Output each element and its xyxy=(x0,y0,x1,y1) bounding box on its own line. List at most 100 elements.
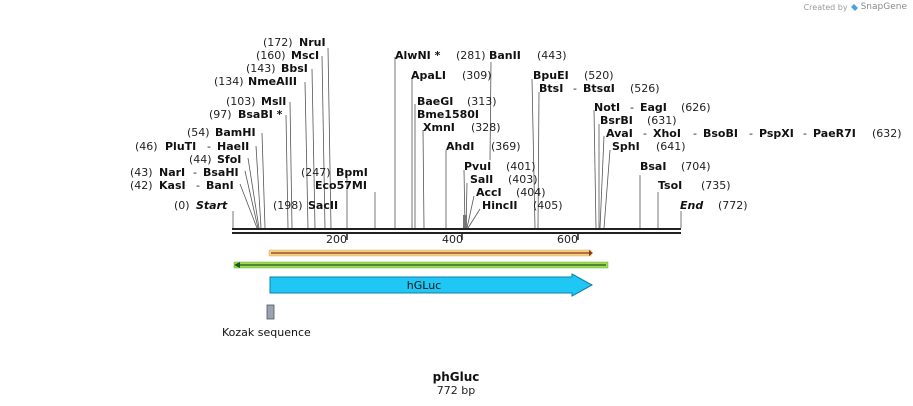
site-separator: - xyxy=(196,179,200,192)
site-name: AccI xyxy=(476,186,502,199)
snapgene-credit: Created by SnapGene xyxy=(804,2,907,12)
site-name: BanII xyxy=(489,49,521,62)
site-name: BpmI xyxy=(336,166,368,179)
right-site-labels: BpuEI (520) BtsI - BtsαI (526) NotI - Ea… xyxy=(533,69,902,212)
site-separator: - xyxy=(643,127,647,140)
site-lines xyxy=(232,47,682,229)
ruler-tick-label: 200 xyxy=(326,233,347,246)
ruler-tick-label: 600 xyxy=(557,233,578,246)
site-pos: (735) xyxy=(701,179,731,192)
site-name: BsaBI * xyxy=(238,108,283,121)
site-separator: - xyxy=(630,101,634,114)
site-pos: (404) xyxy=(516,186,546,199)
ruler: 200 400 600 xyxy=(326,233,579,246)
site-pos: (143) xyxy=(246,62,276,75)
left-site-labels: (172) NruI (160) MscI (143) BbsI (134) N… xyxy=(130,36,368,212)
site-pos: (520) xyxy=(584,69,614,82)
kozak-label: Kozak sequence xyxy=(222,326,311,339)
site-name: ApaLI xyxy=(411,69,446,82)
site-name: SacII xyxy=(308,199,338,212)
site-name-alt: EagI xyxy=(640,101,667,114)
site-name-alt: PaeR7I xyxy=(813,127,856,140)
dna-backbone xyxy=(232,215,681,234)
orange-feature-arrow xyxy=(268,249,593,257)
middle-site-labels: AlwNI * (281) BanII (443) ApaLI (309) Ba… xyxy=(395,49,567,212)
ruler-tick-label: 400 xyxy=(442,233,463,246)
site-pos: (281) xyxy=(456,49,486,62)
site-pos: (641) xyxy=(656,140,686,153)
kozak-feature: Kozak sequence xyxy=(222,304,311,339)
site-separator: - xyxy=(803,127,807,140)
site-name: NmeAIII xyxy=(248,75,297,88)
site-name: KasI xyxy=(159,179,186,192)
site-name: MscI xyxy=(291,49,319,62)
site-pos: (42) xyxy=(130,179,153,192)
site-pos: (632) xyxy=(872,127,902,140)
site-name: PvuI xyxy=(464,160,491,173)
site-pos: (631) xyxy=(647,114,677,127)
site-pos: (54) xyxy=(187,126,210,139)
site-name-alt: HaeII xyxy=(217,140,249,153)
site-name: NruI xyxy=(299,36,326,49)
plasmid-name: phGluc xyxy=(433,370,480,384)
site-pos: (134) xyxy=(214,75,244,88)
site-name: HincII xyxy=(482,199,518,212)
site-name-alt: BtsαI xyxy=(583,82,615,95)
plasmid-length: 772 bp xyxy=(437,384,475,397)
site-name-alt: XhoI xyxy=(653,127,681,140)
site-pos: (328) xyxy=(471,121,501,134)
site-name: SalI xyxy=(470,173,493,186)
site-name: XmnI xyxy=(423,121,455,134)
site-name-alt: BanI xyxy=(206,179,234,192)
hgluc-gene-feature: hGLuc xyxy=(269,273,594,297)
end-label: End xyxy=(680,199,703,212)
site-separator: - xyxy=(193,166,197,179)
site-pos: (172) xyxy=(263,36,293,49)
site-separator: - xyxy=(207,140,211,153)
site-name: AlwNI * xyxy=(395,49,441,62)
site-name: MslI xyxy=(261,95,286,108)
credit-brand: SnapGene xyxy=(860,2,907,12)
site-pos: (43) xyxy=(130,166,153,179)
site-pos: (198) xyxy=(273,199,303,212)
snapgene-logo-icon xyxy=(850,3,858,11)
credit-prefix: Created by xyxy=(803,2,848,12)
site-name: AhdI xyxy=(446,140,474,153)
site-pos: (443) xyxy=(537,49,567,62)
site-pos: (247) xyxy=(301,166,331,179)
site-name: Bme1580I xyxy=(417,108,479,121)
end-pos: (772) xyxy=(718,199,748,212)
start-label: Start xyxy=(196,199,228,212)
site-pos: (309) xyxy=(462,69,492,82)
site-pos: (405) xyxy=(533,199,563,212)
site-name: BamHI xyxy=(215,126,256,139)
site-pos: (403) xyxy=(508,173,538,186)
site-pos: (46) xyxy=(135,140,158,153)
site-name: BbsI xyxy=(281,62,308,75)
site-pos: (160) xyxy=(256,49,286,62)
site-name-alt: BsoBI xyxy=(703,127,738,140)
site-name: SphI xyxy=(612,140,640,153)
site-name-alt: BsaHI xyxy=(203,166,239,179)
site-separator: - xyxy=(749,127,753,140)
site-name: TsoI xyxy=(658,179,682,192)
site-separator: - xyxy=(573,82,577,95)
site-name: BtsI xyxy=(539,82,563,95)
site-pos: (103) xyxy=(226,95,256,108)
site-name: BsrBI xyxy=(600,114,633,127)
site-name: Eco57MI xyxy=(315,179,367,192)
green-feature-arrow xyxy=(233,261,609,269)
site-name: BsaI xyxy=(640,160,666,173)
site-pos: (626) xyxy=(681,101,711,114)
site-pos: (526) xyxy=(630,82,660,95)
site-pos: (313) xyxy=(467,95,497,108)
site-name: NarI xyxy=(159,166,185,179)
site-pos: (704) xyxy=(681,160,711,173)
site-name: PluTI xyxy=(165,140,196,153)
site-name-alt: PspXI xyxy=(759,127,794,140)
site-name: AvaI xyxy=(606,127,633,140)
site-name: BaeGI xyxy=(417,95,453,108)
site-pos: (401) xyxy=(506,160,536,173)
gene-label: hGLuc xyxy=(407,279,441,292)
